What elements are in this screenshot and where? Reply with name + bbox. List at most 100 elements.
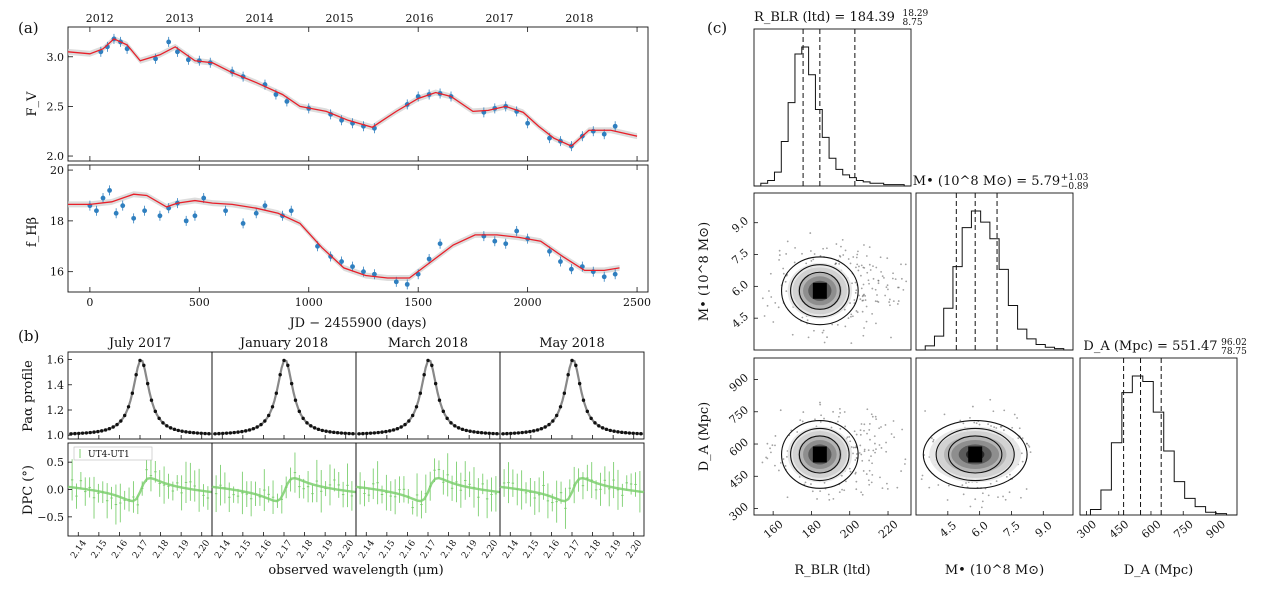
profile-point [316,427,321,432]
sample-point [819,255,822,257]
profile-point [414,405,419,409]
profile-point [441,409,446,414]
profile-point [203,431,207,436]
sample-point [801,252,803,255]
sample-point [1016,417,1019,419]
data-point [288,208,294,214]
y-tick-label: 2.0 [47,150,65,163]
sample-point [874,442,876,445]
data-point [192,213,198,219]
sample-point [877,279,880,282]
sample-point [872,449,875,452]
profile-point [88,430,92,435]
profile-point [157,416,161,421]
sample-point [874,288,877,291]
y-tick-label: 4.5 [729,310,751,331]
data-point [350,264,355,269]
profile-point [115,422,119,427]
sample-point [850,315,852,318]
y-tick-label: 7.5 [729,246,751,267]
sample-point [868,469,871,472]
sample-point [779,461,782,464]
sample-point [959,419,962,422]
year-label: 2012 [86,12,114,25]
sample-point [848,467,851,470]
sample-point [974,498,977,501]
posterior-lower: 78.75 [1221,347,1247,357]
data-point [113,210,119,216]
sample-point [865,255,868,257]
profile-point [361,431,365,436]
sample-point [801,316,804,319]
profile-point [395,427,400,431]
profile-point [224,431,229,435]
sample-point [855,433,858,436]
sample-point [801,420,804,423]
profile-point [604,427,609,432]
sample-point [901,428,904,431]
year-label: 2018 [565,12,593,25]
profile-point [297,409,302,414]
profile-point [566,373,570,377]
panel-letter-a: (a) [18,19,39,37]
density-contour [790,264,850,318]
data-point [124,46,130,52]
dpc-model [355,476,501,503]
profile-point [639,432,643,436]
sample-point [885,441,887,444]
y-tick-label: 20 [50,164,64,177]
sample-point [793,261,796,264]
profile-point [532,429,536,433]
data-point [492,238,498,244]
sample-point [844,425,847,428]
sample-point [887,288,889,291]
sample-point [822,329,825,332]
sample-point [851,282,853,285]
profile-point [495,432,499,436]
sample-point [849,262,852,265]
y-tick-label: 9.0 [729,214,751,235]
x-tick-label: 180 [800,518,824,541]
sample-point [847,317,850,320]
sample-point [1000,425,1003,428]
profile-model [355,359,501,436]
sample-point [871,473,874,476]
profile-point [460,427,465,432]
sample-point [1011,426,1014,429]
sample-point [867,449,870,452]
profile-point [524,430,528,434]
sample-point [862,334,865,337]
sample-point [867,479,870,482]
data-point [426,256,432,262]
sample-point [831,323,834,326]
data-point [183,218,189,224]
sample-point [769,447,771,450]
data-point [339,259,344,264]
sample-point [861,310,864,313]
profile-point [562,391,567,395]
sample-point [969,505,972,508]
year-label: 2014 [246,12,274,25]
sample-point [973,421,976,424]
data-point [166,39,172,45]
profile-point [259,422,263,427]
profile-point [221,431,225,436]
sample-point [886,257,889,260]
sample-point [855,457,858,459]
sample-point [892,420,895,422]
year-label: 2013 [166,12,194,25]
profile-point [627,431,632,435]
data-point [361,269,366,275]
sample-point [838,408,841,410]
sample-point [810,260,813,262]
sample-point [992,410,995,413]
sample-point [900,277,903,280]
data-point [558,259,563,264]
sample-point [809,250,812,252]
profile-point [278,373,282,377]
sample-point [866,408,869,411]
x-tick-label: 2.18 [440,538,460,560]
sample-point [854,459,857,461]
data-point [223,208,228,214]
